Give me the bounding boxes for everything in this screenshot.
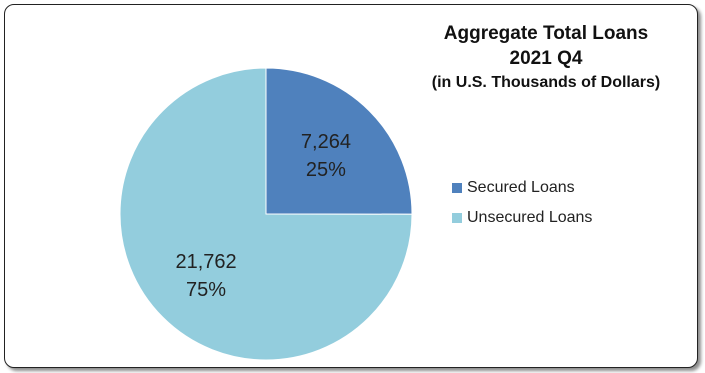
pie-slice-unsecured	[119, 67, 413, 361]
legend-swatch-secured	[452, 183, 462, 193]
chart-title: Aggregate Total Loans	[443, 23, 649, 44]
legend-item-unsecured: Unsecured Loans	[452, 208, 592, 228]
data-label-value-secured: 7,264	[301, 131, 351, 153]
pie-slice-secured	[265, 67, 413, 215]
chart-legend: Secured Loans Unsecured Loans	[452, 178, 592, 238]
data-label-value-unsecured: 21,762	[175, 251, 236, 273]
chart-unit-note: (in U.S. Thousands of Dollars)	[431, 74, 661, 92]
data-label-percent-unsecured: 75%	[186, 279, 226, 301]
legend-swatch-unsecured	[452, 213, 462, 223]
data-label-percent-secured: 25%	[306, 159, 346, 181]
legend-item-secured: Secured Loans	[452, 178, 592, 198]
legend-label-secured: Secured Loans	[467, 179, 575, 196]
chart-subtitle: 2021 Q4	[509, 47, 583, 69]
legend-label-unsecured: Unsecured Loans	[467, 209, 593, 226]
chart-title-block: Aggregate Total Loans 2021 Q4 (in U.S. T…	[384, 22, 705, 94]
